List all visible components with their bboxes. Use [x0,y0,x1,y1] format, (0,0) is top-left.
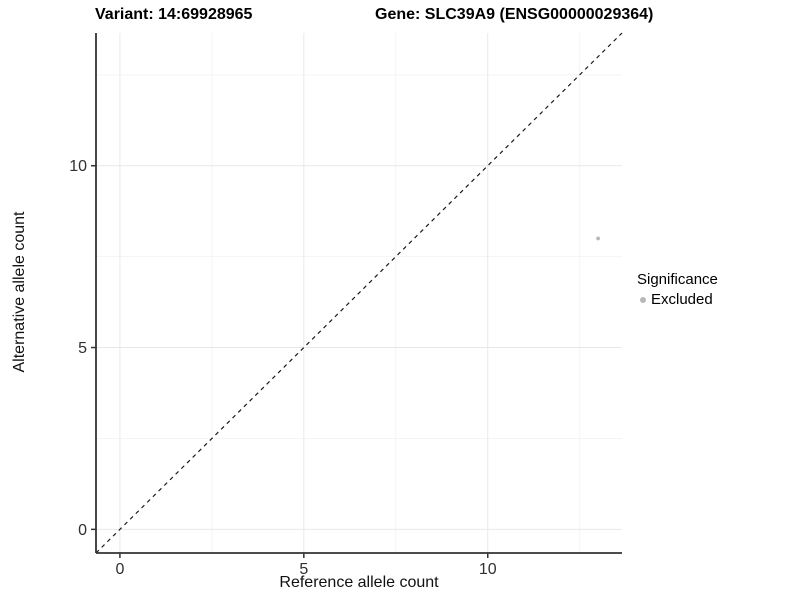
tick-labels: 0 5 10 0 5 10 [69,158,497,578]
x-tick-label: 0 [115,561,124,578]
y-tick-label: 0 [78,522,87,539]
plot-title-gene: Gene: SLC39A9 (ENSG00000029364) [375,6,654,23]
identity-line [95,32,623,554]
x-axis-title: Reference allele count [279,574,439,591]
data-points [596,236,600,241]
x-tick-label: 10 [479,561,497,578]
legend-title: Significance [637,271,718,288]
legend-key-dot [640,296,646,303]
identity-dashed-line [95,32,623,554]
tick-marks [91,164,489,558]
y-axis-title: Alternative allele count [11,211,28,373]
axis-lines [95,33,622,554]
legend-item-label: Excluded [651,291,713,308]
legend-item-excluded: Excluded [637,291,718,308]
plot-title-variant: Variant: 14:69928965 [95,6,253,23]
gridlines-minor [96,33,622,553]
x-tick-label: 5 [299,561,308,578]
gridlines-major [96,33,622,553]
data-point [596,236,600,241]
y-tick-label: 10 [69,158,87,175]
y-tick-label: 5 [78,340,87,357]
legend: Significance Excluded [637,271,718,308]
